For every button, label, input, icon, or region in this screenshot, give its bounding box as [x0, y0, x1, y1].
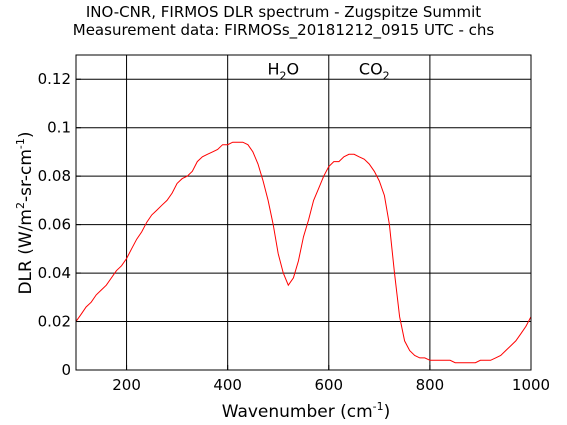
- y-tick-label: 0.12: [38, 70, 71, 88]
- y-tick-label: 0.02: [38, 313, 71, 331]
- y-tick-label: 0.04: [38, 264, 71, 282]
- x-axis-label: Wavenumber (cm-1): [222, 400, 391, 422]
- y-tick-label: 0.1: [47, 119, 71, 137]
- axis-ticks: [76, 78, 532, 371]
- gridlines: [76, 55, 532, 371]
- x-tick-label: 600: [314, 376, 343, 394]
- chart-subtitle: Measurement data: FIRMOSs_20181212_0915 …: [72, 21, 495, 39]
- band-label: CO2: [359, 59, 390, 82]
- y-tick-label: 0.08: [38, 167, 71, 185]
- y-axis-label: DLR (W/m2-sr-cm-1): [14, 131, 36, 294]
- band-label: H2O: [267, 59, 299, 82]
- tick-labels: 200 400 600 800 1000 0 0.02 0.04 0.06 0.08 0.1 0.12: [38, 70, 551, 394]
- x-tick-label: 800: [416, 376, 445, 394]
- x-tick-label: 400: [213, 376, 242, 394]
- y-tick-label: 0.06: [38, 216, 71, 234]
- band-annotations: H2O CO2: [267, 59, 389, 82]
- dlr-spectrum-line: [76, 141, 531, 364]
- x-tick-label: 200: [112, 376, 141, 394]
- x-tick-label: 1000: [512, 376, 550, 394]
- chart-title: INO-CNR, FIRMOS DLR spectrum - Zugspitze…: [85, 3, 482, 21]
- plot-frame: [75, 54, 532, 371]
- y-tick-label: 0: [61, 361, 71, 379]
